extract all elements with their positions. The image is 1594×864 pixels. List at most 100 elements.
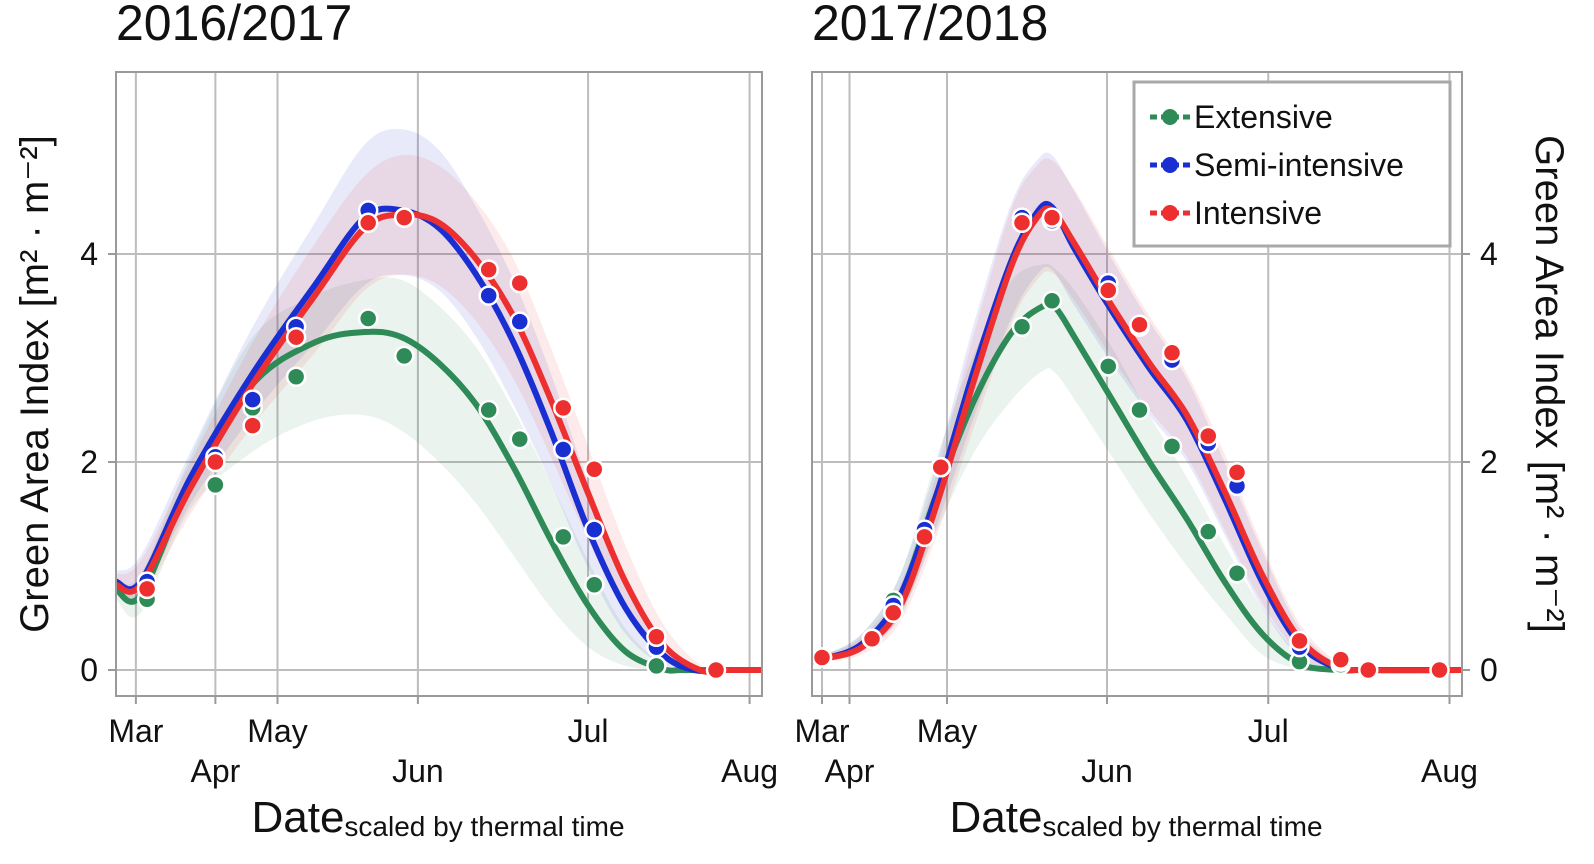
data-points-2017-2018 <box>811 207 1450 681</box>
legend-entry-intensive: Intensive <box>1150 195 1322 231</box>
x-tick-label-mar: Mar <box>794 713 849 749</box>
point-intensive <box>136 578 158 600</box>
point-intensive <box>1129 314 1150 335</box>
point-intensive <box>584 459 605 480</box>
point-semi-intensive <box>242 389 263 410</box>
legend-label-extensive: Extensive <box>1194 99 1333 135</box>
x-tick-label-may: May <box>917 713 977 749</box>
point-intensive <box>1041 207 1063 228</box>
y-axis-unit: [m² · m⁻²] <box>1527 461 1571 633</box>
legend-entry-semi-intensive: Semi-intensive <box>1150 147 1404 183</box>
confidence-bands-2016-2017 <box>116 128 762 671</box>
legend: Extensive Semi-intensive Intensive <box>1132 80 1452 248</box>
point-extensive <box>205 474 226 496</box>
point-intensive <box>1161 342 1183 364</box>
panel-2017-2018: 2017/2018 0 2 4 Mar Apr May Jun Jul Aug Green A… <box>794 0 1571 842</box>
point-intensive <box>930 456 951 478</box>
x-tick-label-jun: Jun <box>1081 753 1133 789</box>
point-semi-intensive <box>478 285 499 306</box>
point-semi-intensive <box>584 519 605 540</box>
point-intensive <box>705 659 727 681</box>
y-axis-label-text: Green Area Index <box>1527 135 1571 449</box>
x-tick-label-apr: Apr <box>825 753 875 789</box>
x-tick-label-jun: Jun <box>392 753 444 789</box>
point-extensive <box>478 399 499 421</box>
y-tick-label: 4 <box>1480 236 1498 272</box>
point-intensive <box>393 207 415 228</box>
y-tick-label: 4 <box>80 236 98 272</box>
y-tick-label: 2 <box>1480 444 1498 480</box>
panel-title-2017-2018: 2017/2018 <box>812 0 1048 51</box>
point-intensive <box>478 259 499 280</box>
point-extensive <box>584 574 605 595</box>
legend-box <box>1132 80 1452 248</box>
point-semi-intensive <box>509 311 530 332</box>
point-extensive <box>393 345 415 367</box>
point-extensive <box>1129 399 1150 421</box>
point-intensive <box>242 415 263 436</box>
point-extensive <box>509 428 530 450</box>
point-extensive <box>1198 521 1219 542</box>
legend-marker-extensive <box>1162 109 1178 125</box>
legend-marker-intensive <box>1162 205 1178 221</box>
point-intensive <box>1289 630 1310 652</box>
x-axis-label-2016-2017: Datescaled by thermal time <box>251 793 624 842</box>
y-axis-label-left: Green Area Index [m² · m⁻²] <box>13 135 57 633</box>
point-extensive <box>1161 436 1183 457</box>
band-intensive <box>116 154 762 671</box>
point-intensive <box>883 602 904 624</box>
y-axis-label-right: Green Area Index [m² · m⁻²] <box>1527 135 1571 633</box>
x-tick-label-aug: Aug <box>721 753 778 789</box>
band-extensive <box>116 277 762 671</box>
point-semi-intensive <box>552 439 574 460</box>
point-extensive <box>646 655 667 677</box>
y-tick-label: 2 <box>80 444 98 480</box>
point-extensive <box>1098 356 1119 377</box>
y-axis-label-text: Green Area Index <box>13 319 57 633</box>
legend-label-semi-intensive: Semi-intensive <box>1194 147 1404 183</box>
point-extensive <box>552 526 574 548</box>
x-axis-label-text: Date <box>251 793 344 842</box>
point-extensive <box>285 366 307 387</box>
x-tick-label-jul: Jul <box>568 713 609 749</box>
x-ticks-2017-2018: Mar Apr May Jun Jul Aug <box>794 696 1478 789</box>
point-intensive <box>861 628 883 650</box>
point-intensive <box>1330 649 1351 670</box>
legend-marker-semi-intensive <box>1162 157 1178 173</box>
x-tick-label-aug: Aug <box>1421 753 1478 789</box>
x-tick-label-may: May <box>247 713 307 749</box>
data-points-2016-2017 <box>136 200 727 681</box>
point-extensive <box>1011 316 1033 338</box>
legend-label-intensive: Intensive <box>1194 195 1322 231</box>
x-axis-label-subscript: scaled by thermal time <box>1042 811 1322 842</box>
point-extensive <box>1041 290 1063 312</box>
point-intensive <box>914 526 935 548</box>
point-intensive <box>1358 659 1379 681</box>
point-extensive <box>357 308 379 329</box>
x-axis-label-2017-2018: Datescaled by thermal time <box>949 793 1322 842</box>
y-tick-label: 0 <box>80 652 98 688</box>
x-tick-label-apr: Apr <box>190 753 240 789</box>
point-intensive <box>1011 212 1033 234</box>
point-intensive <box>285 326 307 348</box>
x-tick-label-jul: Jul <box>1248 713 1289 749</box>
x-axis-label-text: Date <box>949 793 1042 842</box>
point-intensive <box>811 647 833 668</box>
legend-entry-extensive: Extensive <box>1150 99 1333 135</box>
point-intensive <box>357 212 379 234</box>
plot-frame-2016-2017 <box>115 71 763 697</box>
plot-frame-2017-2018 <box>811 71 1463 697</box>
y-tick-label: 0 <box>1480 652 1498 688</box>
point-extensive <box>1226 563 1248 584</box>
point-intensive <box>509 272 530 294</box>
point-intensive <box>205 451 226 473</box>
y-ticks-2017-2018: 0 2 4 <box>1462 236 1498 688</box>
y-ticks-2016-2017: 0 2 4 <box>80 236 116 688</box>
point-intensive <box>552 397 574 419</box>
point-intensive <box>1429 659 1450 681</box>
point-intensive <box>1098 280 1119 301</box>
point-intensive <box>1226 462 1248 483</box>
